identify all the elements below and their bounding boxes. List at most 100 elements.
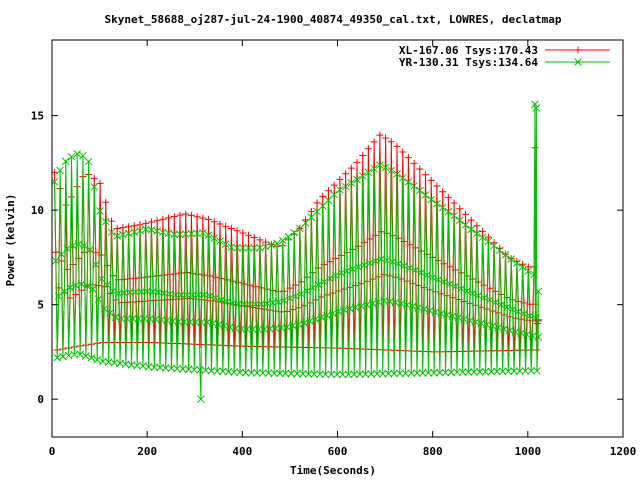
data-point <box>319 192 327 200</box>
data-point <box>76 350 84 359</box>
data-point <box>170 230 179 239</box>
data-point <box>221 240 230 249</box>
data-point <box>288 321 297 330</box>
data-point <box>437 309 446 318</box>
series-line <box>53 104 539 400</box>
data-point <box>240 300 249 308</box>
data-point <box>307 207 315 215</box>
data-point <box>510 367 518 376</box>
data-point <box>63 244 72 253</box>
data-point <box>347 179 356 187</box>
data-point <box>423 271 431 279</box>
data-point <box>254 325 263 334</box>
data-point <box>96 207 104 215</box>
data-point <box>280 296 289 305</box>
data-point <box>304 370 313 378</box>
data-point <box>302 216 310 224</box>
data-point <box>511 328 520 336</box>
data-point <box>366 259 374 267</box>
data-point <box>384 369 393 378</box>
data-point <box>93 355 102 364</box>
data-point <box>206 292 214 300</box>
legend-label-xl: XL-167.06 Tsys:170.43 <box>399 44 538 57</box>
data-point <box>410 159 418 167</box>
data-point <box>415 186 424 195</box>
data-point <box>136 221 144 229</box>
data-point <box>383 256 391 265</box>
data-point <box>374 298 383 306</box>
x-tick-label: 1000 <box>515 445 542 458</box>
data-point <box>94 295 103 304</box>
data-point <box>323 311 331 320</box>
data-point <box>398 174 407 182</box>
data-point <box>70 350 79 359</box>
data-point <box>174 317 183 326</box>
data-point <box>197 395 205 404</box>
data-point <box>360 261 369 269</box>
data-point <box>290 228 299 237</box>
data-point <box>441 368 450 377</box>
data-point <box>400 262 408 270</box>
data-point <box>187 211 195 219</box>
series-layer <box>52 100 543 404</box>
data-point <box>468 289 477 298</box>
data-point <box>421 191 430 199</box>
data-point <box>413 369 421 377</box>
data-point <box>363 300 371 309</box>
data-point <box>474 291 483 300</box>
legend: XL-167.06 Tsys:170.43 YR-130.31 Tsys:134… <box>399 44 610 69</box>
data-point <box>123 314 132 323</box>
data-point <box>204 231 213 239</box>
legend-label-yr: YR-130.31 Tsys:134.64 <box>399 56 538 69</box>
data-point <box>514 307 523 316</box>
data-point <box>245 231 253 239</box>
data-point <box>97 274 106 283</box>
data-point <box>316 370 324 379</box>
data-point <box>300 319 309 327</box>
data-point <box>103 280 112 289</box>
data-point <box>361 370 370 378</box>
data-point <box>438 203 447 212</box>
data-point <box>281 369 290 378</box>
data-point <box>376 131 384 139</box>
data-point <box>495 246 504 255</box>
data-point <box>501 250 510 259</box>
data-point <box>237 324 246 333</box>
data-point <box>293 369 301 378</box>
data-point <box>334 307 343 316</box>
data-point <box>533 366 541 375</box>
data-point <box>439 188 447 196</box>
data-point <box>136 226 144 235</box>
data-point <box>470 368 478 376</box>
data-point <box>284 232 293 241</box>
data-point <box>283 323 291 331</box>
data-point <box>251 300 260 309</box>
data-point <box>223 297 231 306</box>
data-point <box>490 241 498 250</box>
data-point <box>60 287 69 296</box>
data-point <box>73 150 82 158</box>
data-point <box>303 287 311 295</box>
data-point <box>81 352 90 360</box>
data-point <box>52 257 60 265</box>
x-tick-label: 1200 <box>610 445 637 458</box>
data-point <box>117 314 126 323</box>
data-point <box>534 333 543 341</box>
data-point <box>488 322 497 330</box>
data-point <box>393 170 401 178</box>
data-point <box>382 134 390 142</box>
data-point <box>401 369 410 378</box>
data-point <box>463 287 471 295</box>
data-point <box>479 227 487 235</box>
data-point <box>320 277 329 286</box>
data-point <box>159 215 167 223</box>
data-point <box>453 368 461 377</box>
data-point <box>477 319 486 328</box>
data-point <box>445 280 454 288</box>
data-point <box>481 367 490 376</box>
data-point <box>461 221 470 229</box>
data-point <box>342 170 350 178</box>
data-point <box>233 244 241 252</box>
data-point <box>113 231 122 240</box>
